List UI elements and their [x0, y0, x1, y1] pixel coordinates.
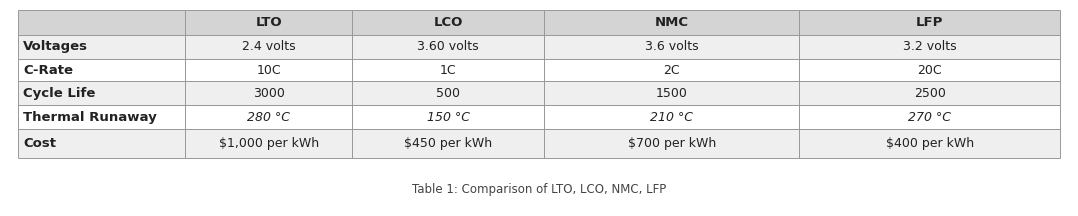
Bar	[353, 129, 544, 158]
Text: 2C: 2C	[663, 64, 680, 76]
Text: Voltages: Voltages	[23, 40, 88, 53]
Text: C-Rate: C-Rate	[23, 64, 73, 76]
Bar	[800, 10, 1060, 35]
Bar	[185, 81, 353, 105]
Bar	[18, 105, 185, 129]
Bar	[544, 129, 800, 158]
Bar	[185, 35, 353, 59]
Bar	[185, 105, 353, 129]
Bar	[353, 10, 544, 35]
Text: 3.6 volts: 3.6 volts	[645, 40, 699, 53]
Text: 3.60 volts: 3.60 volts	[417, 40, 479, 53]
Text: $700 per kWh: $700 per kWh	[627, 137, 716, 150]
Text: 1C: 1C	[440, 64, 456, 76]
Bar	[544, 59, 800, 81]
Bar	[544, 35, 800, 59]
Bar	[353, 105, 544, 129]
Text: 10C: 10C	[257, 64, 281, 76]
Text: Thermal Runaway: Thermal Runaway	[23, 111, 156, 124]
Bar	[800, 81, 1060, 105]
Text: NMC: NMC	[654, 16, 689, 29]
Bar	[800, 105, 1060, 129]
Text: 1500: 1500	[655, 87, 688, 100]
Bar	[353, 81, 544, 105]
Bar	[800, 59, 1060, 81]
Text: 280 °C: 280 °C	[247, 111, 290, 124]
Text: $450 per kWh: $450 per kWh	[404, 137, 493, 150]
Text: $1,000 per kWh: $1,000 per kWh	[219, 137, 319, 150]
Text: LFP: LFP	[916, 16, 943, 29]
Text: 20C: 20C	[917, 64, 942, 76]
Bar	[185, 129, 353, 158]
Bar	[18, 10, 185, 35]
Text: 150 °C: 150 °C	[427, 111, 470, 124]
Bar	[800, 129, 1060, 158]
Text: LTO: LTO	[255, 16, 282, 29]
Bar	[353, 59, 544, 81]
Bar	[185, 10, 353, 35]
Bar	[800, 35, 1060, 59]
Text: Table 1: Comparison of LTO, LCO, NMC, LFP: Table 1: Comparison of LTO, LCO, NMC, LF…	[412, 183, 666, 195]
Bar	[353, 35, 544, 59]
Text: 2500: 2500	[914, 87, 945, 100]
Bar	[18, 35, 185, 59]
Bar	[544, 10, 800, 35]
Text: Cycle Life: Cycle Life	[23, 87, 95, 100]
Text: 3000: 3000	[252, 87, 285, 100]
Bar	[18, 59, 185, 81]
Text: 270 °C: 270 °C	[909, 111, 951, 124]
Text: Cost: Cost	[23, 137, 56, 150]
Bar	[18, 81, 185, 105]
Text: 210 °C: 210 °C	[650, 111, 693, 124]
Text: $400 per kWh: $400 per kWh	[886, 137, 973, 150]
Text: 500: 500	[437, 87, 460, 100]
Text: LCO: LCO	[433, 16, 462, 29]
Bar	[185, 59, 353, 81]
Bar	[544, 81, 800, 105]
Text: 3.2 volts: 3.2 volts	[903, 40, 956, 53]
Bar	[544, 105, 800, 129]
Bar	[18, 129, 185, 158]
Text: 2.4 volts: 2.4 volts	[241, 40, 295, 53]
